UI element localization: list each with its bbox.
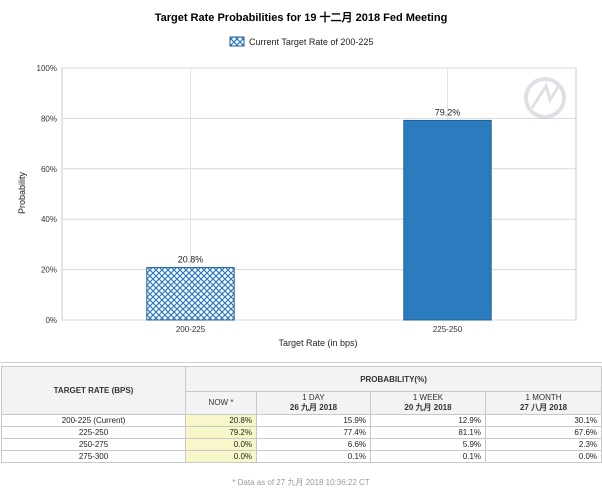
now-cell: 0.0% <box>185 438 257 451</box>
bar-chart: Target Rate Probabilities for 19 十二月 201… <box>17 10 577 348</box>
bar-225-250 <box>403 119 492 321</box>
y-tick-label: 60% <box>41 165 57 174</box>
data-label: 20.8% <box>178 255 204 265</box>
x-axis-title: Target Rate (in bps) <box>278 338 357 348</box>
header-now: NOW * <box>185 391 257 415</box>
table-row: 250-275 0.0% 6.6% 5.9% 2.3% <box>1 438 602 451</box>
chart-title: Target Rate Probabilities for 19 十二月 201… <box>155 10 448 24</box>
y-tick-label: 100% <box>37 64 57 73</box>
bars: 20.8% 79.2% <box>146 107 492 321</box>
now-cell: 0.0% <box>185 450 257 463</box>
month-cell: 67.6% <box>484 426 602 439</box>
y-tick-label: 20% <box>41 266 57 275</box>
header-1-month: 1 MONTH 27 八月 2018 <box>484 391 602 415</box>
x-tick-label: 200-225 <box>176 325 206 334</box>
y-axis-title: Probability <box>17 171 27 214</box>
week-cell: 12.9% <box>370 414 486 427</box>
plot-frame <box>61 67 577 321</box>
chart-area: Target Rate Probabilities for 19 十二月 201… <box>0 10 602 363</box>
x-tick-label: 225-250 <box>433 325 463 334</box>
probability-table: TARGET RATE (BPS) PROBABILITY(%) NOW * 1… <box>1 366 602 463</box>
month-cell: 2.3% <box>484 438 602 451</box>
legend-label: Current Target Rate of 200-225 <box>249 37 373 47</box>
week-cell: 0.1% <box>370 450 486 463</box>
y-tick-label: 40% <box>41 215 57 224</box>
day-cell: 6.6% <box>256 438 371 451</box>
y-tick-label: 80% <box>41 114 57 123</box>
header-probability: PROBABILITY(%) <box>184 366 602 392</box>
grid-lines <box>61 67 577 321</box>
table-row: 200-225 (Current) 20.8% 15.9% 12.9% 30.1… <box>1 414 602 427</box>
data-label: 79.2% <box>435 107 461 117</box>
rate-cell: 250-275 <box>1 438 186 451</box>
table-row: 275-300 0.0% 0.1% 0.1% 0.0% <box>1 450 602 463</box>
table-row: 225-250 79.2% 77.4% 81.1% 67.6% <box>1 426 602 439</box>
month-cell: 30.1% <box>484 414 602 427</box>
now-cell: 79.2% <box>185 426 257 439</box>
header-1-week: 1 WEEK 20 九月 2018 <box>370 391 486 415</box>
day-cell: 77.4% <box>256 426 371 439</box>
logo-watermark-icon <box>524 77 566 119</box>
bar-200-225 <box>146 267 235 321</box>
header-1-day: 1 DAY 26 九月 2018 <box>256 391 371 415</box>
week-cell: 5.9% <box>370 438 486 451</box>
rate-cell: 200-225 (Current) <box>1 414 186 427</box>
week-cell: 81.1% <box>370 426 486 439</box>
x-axis-ticks: 200-225 225-250 <box>176 325 463 334</box>
rate-cell: 275-300 <box>1 450 186 463</box>
day-cell: 15.9% <box>256 414 371 427</box>
legend-swatch <box>229 36 245 47</box>
rate-cell: 225-250 <box>1 426 186 439</box>
header-target-rate: TARGET RATE (BPS) <box>1 366 186 415</box>
y-axis-ticks: 0% 20% 40% 60% 80% 100% <box>37 64 57 325</box>
month-cell: 0.0% <box>484 450 602 463</box>
now-cell: 20.8% <box>185 414 257 427</box>
data-timestamp-footnote: * Data as of 27 九月 2018 10:36:22 CT <box>232 478 370 487</box>
day-cell: 0.1% <box>256 450 371 463</box>
y-tick-label: 0% <box>45 316 57 325</box>
